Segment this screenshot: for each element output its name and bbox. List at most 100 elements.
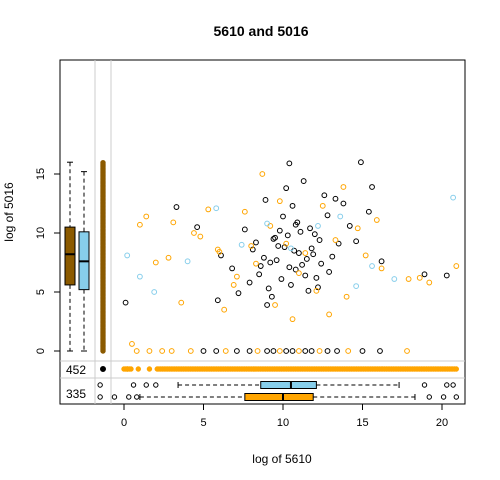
scatter-point <box>191 230 197 236</box>
missing-y-point <box>124 366 130 372</box>
scatter-point <box>369 184 375 190</box>
scatter-point <box>233 273 240 280</box>
scatter-point <box>146 348 153 354</box>
boxplot-outlier <box>440 394 447 400</box>
scatter-point <box>334 348 340 354</box>
scatter-point <box>272 234 278 241</box>
scatter-point <box>178 299 185 306</box>
scatter-point <box>391 276 398 282</box>
scatter-point <box>265 285 272 292</box>
scatter-point <box>404 348 410 354</box>
scatter-point <box>377 348 383 354</box>
scatter-point <box>165 254 172 261</box>
scatter-point <box>378 265 385 272</box>
scatter-point <box>241 208 248 215</box>
scatter-point <box>332 195 339 202</box>
scatter-point <box>299 261 305 268</box>
boxplot-box <box>64 226 76 286</box>
missing-y-point <box>135 366 142 372</box>
scatter-point <box>315 223 321 229</box>
scatter-point <box>378 258 385 265</box>
plot-frame <box>59 59 466 405</box>
scatter-point <box>297 228 304 235</box>
scatter-point <box>216 248 223 255</box>
scatter-point <box>273 257 280 264</box>
scatter-point <box>159 348 166 354</box>
scatter-point <box>281 244 288 251</box>
scatter-point <box>221 306 228 313</box>
scatter-point <box>200 348 207 354</box>
scatter-point <box>310 251 317 258</box>
scatter-point <box>278 276 285 282</box>
scatter-point <box>124 252 131 259</box>
scatter-point <box>453 263 460 269</box>
scatter-point <box>257 263 264 269</box>
scatter-point <box>280 213 286 220</box>
x-tick-label: 10 <box>277 417 289 429</box>
scatter-point <box>275 243 282 249</box>
boxplot-outlier <box>153 382 159 388</box>
scatter-point <box>311 231 318 238</box>
scatter-point <box>230 282 237 288</box>
scatter-point <box>296 250 302 256</box>
missing-y-point <box>453 366 460 372</box>
scatter-point <box>264 220 271 227</box>
scatter-point <box>316 237 323 243</box>
scatter-point <box>305 287 312 294</box>
scatter-point <box>233 348 240 354</box>
scatter-point <box>315 284 321 291</box>
boxplot-outlier <box>450 382 456 388</box>
scatter-point <box>318 260 325 267</box>
missing-x-point <box>100 159 106 166</box>
scatter-point <box>337 213 344 220</box>
scatter-point <box>218 252 224 259</box>
scatter-point <box>353 238 360 245</box>
x-tick-label: 15 <box>356 417 368 429</box>
boxplot-outlier <box>426 394 432 400</box>
scatter-point <box>133 348 140 354</box>
scatter-point <box>288 282 294 288</box>
scatter-point <box>289 348 296 354</box>
y-tick-label: 10 <box>35 227 47 239</box>
scatter-point <box>286 264 293 271</box>
scatter-point <box>302 272 309 279</box>
boxplot-outlier <box>444 382 450 388</box>
boxplot-outlier <box>143 382 149 388</box>
scatter-point <box>262 197 269 203</box>
scatter-point <box>197 233 204 240</box>
boxplot-outlier <box>134 394 140 400</box>
boxplot-outlier <box>97 394 103 400</box>
scatter-point <box>283 185 290 192</box>
scatter-point <box>335 240 342 247</box>
scatter-point <box>248 243 255 249</box>
scatter-point <box>426 279 433 286</box>
missing-y-point <box>146 366 153 372</box>
scatter-point <box>152 259 159 266</box>
scatter-point <box>205 206 212 213</box>
scatter-point <box>276 227 283 234</box>
scatter-point <box>213 205 220 212</box>
x-tick-label: 20 <box>436 417 448 429</box>
scatter-point <box>253 260 259 267</box>
scatter-point <box>129 341 135 347</box>
scatter-point <box>253 239 259 246</box>
scatter-point <box>332 237 339 243</box>
scatter-point <box>319 202 326 209</box>
scatter-point <box>340 184 347 190</box>
boxplot-outlier <box>126 394 132 400</box>
scatter-point <box>184 258 191 265</box>
scatter-point <box>270 348 277 354</box>
boxplot-outlier <box>130 382 137 388</box>
scatter-point <box>151 289 158 295</box>
scatter-point <box>296 348 302 354</box>
y-tick-label: 0 <box>35 348 47 354</box>
scatter-point <box>324 212 331 219</box>
scatter-point <box>222 348 229 354</box>
scatter-point <box>289 316 296 323</box>
scatter-point <box>450 194 457 201</box>
scatter-point <box>229 265 236 272</box>
scatter-point <box>254 348 261 354</box>
x-tick-label: 5 <box>200 417 206 429</box>
chart-marks <box>64 159 460 401</box>
